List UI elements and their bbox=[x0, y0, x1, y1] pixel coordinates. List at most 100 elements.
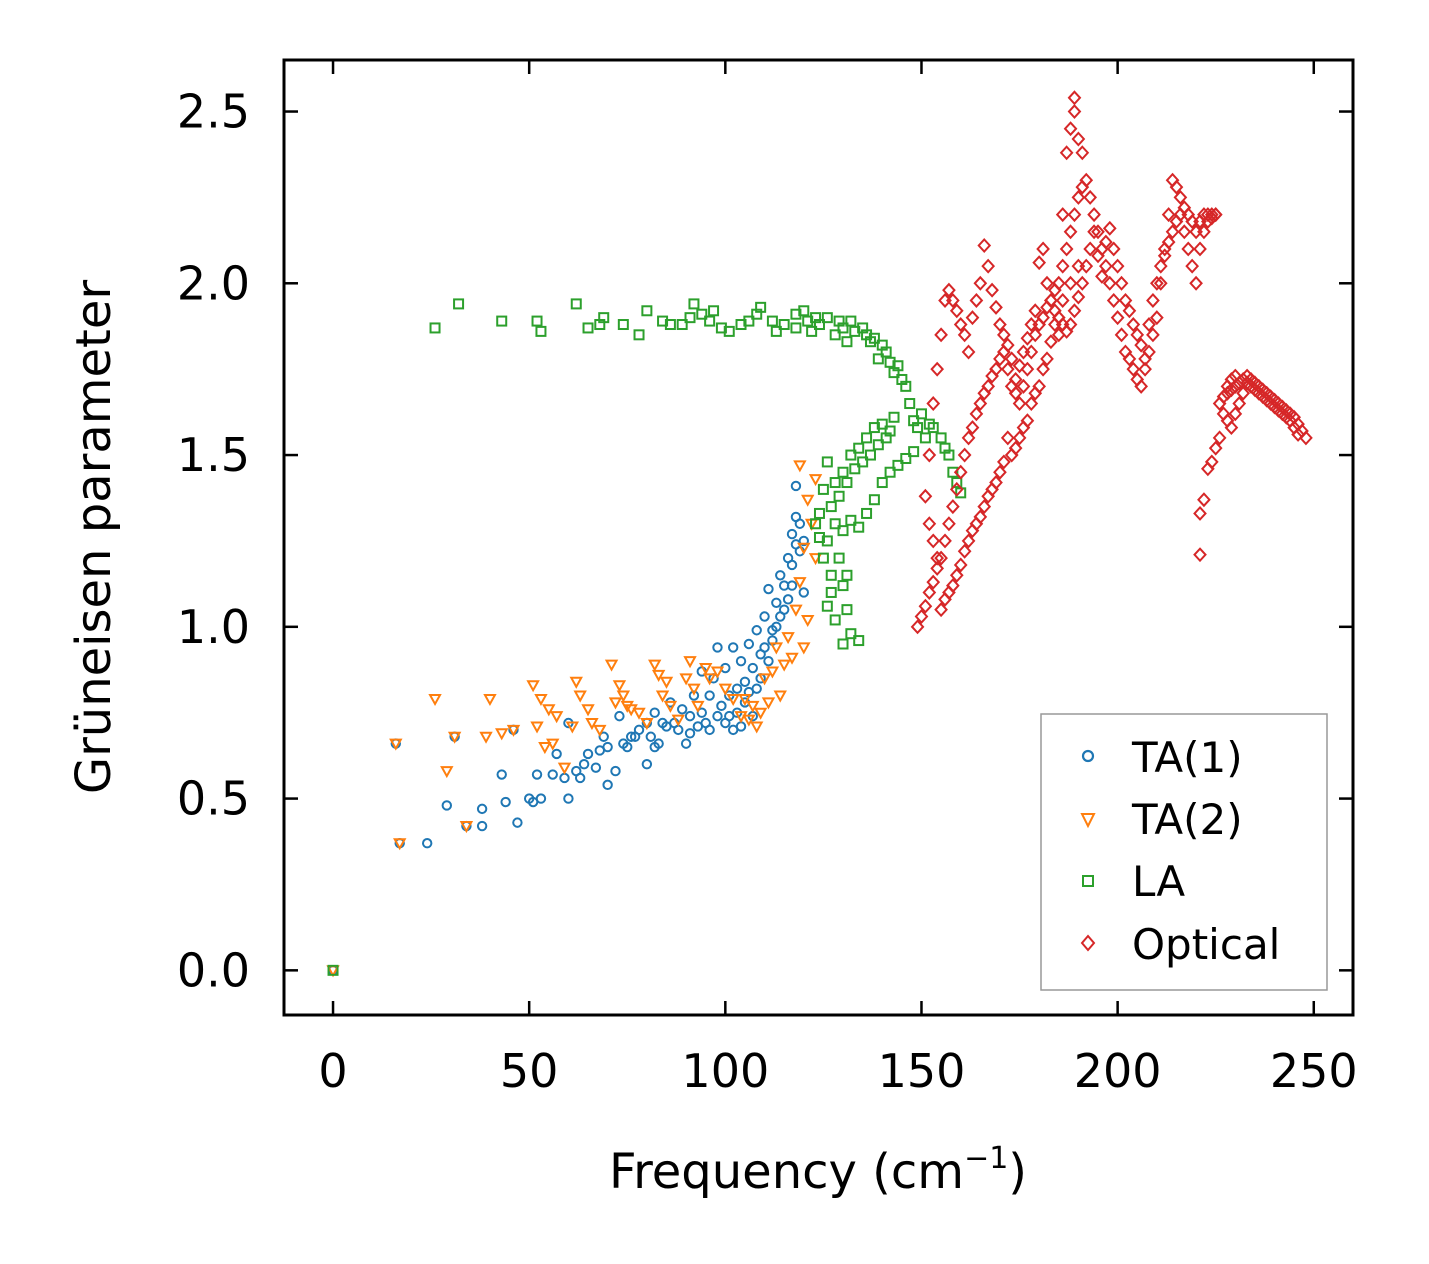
data-point bbox=[829, 477, 841, 489]
data-point bbox=[1263, 396, 1278, 412]
x-tick-label: 150 bbox=[878, 1044, 966, 1098]
data-point bbox=[993, 464, 1007, 480]
data-point bbox=[922, 516, 937, 532]
data-point bbox=[1259, 392, 1274, 408]
data-point bbox=[961, 344, 976, 360]
data-point bbox=[1083, 189, 1098, 205]
data-point bbox=[651, 669, 666, 682]
data-point bbox=[861, 432, 873, 444]
data-point bbox=[989, 299, 1003, 315]
data-point bbox=[1008, 385, 1023, 401]
data-point bbox=[680, 738, 692, 749]
data-point bbox=[922, 447, 937, 463]
data-point bbox=[1138, 361, 1152, 377]
data-point bbox=[526, 680, 540, 693]
data-point bbox=[1036, 241, 1050, 257]
data-point bbox=[738, 693, 752, 707]
data-point bbox=[1000, 361, 1015, 377]
data-point bbox=[841, 336, 853, 348]
data-point bbox=[616, 690, 631, 703]
data-point bbox=[1208, 440, 1223, 456]
data-point bbox=[872, 353, 884, 365]
data-point bbox=[610, 765, 621, 777]
data-point bbox=[845, 628, 857, 640]
data-point bbox=[817, 483, 829, 495]
data-point bbox=[1193, 241, 1207, 257]
data-point bbox=[712, 710, 723, 722]
data-point bbox=[578, 759, 590, 770]
data-point bbox=[1255, 389, 1270, 405]
legend-marker-ta1 bbox=[1081, 749, 1095, 763]
data-point bbox=[1197, 492, 1211, 508]
data-point bbox=[884, 466, 896, 478]
data-point bbox=[969, 292, 984, 308]
data-point bbox=[500, 796, 511, 808]
data-point bbox=[778, 319, 790, 331]
data-point bbox=[1138, 351, 1152, 367]
data-point bbox=[723, 325, 735, 337]
data-point bbox=[1028, 385, 1043, 401]
data-point bbox=[1244, 378, 1258, 394]
data-point bbox=[1279, 409, 1294, 425]
data-point bbox=[957, 543, 972, 559]
data-point bbox=[1099, 258, 1113, 274]
data-point bbox=[837, 638, 849, 650]
data-point bbox=[785, 652, 799, 665]
data-point bbox=[479, 731, 493, 744]
data-point bbox=[845, 315, 857, 327]
data-point bbox=[1106, 241, 1121, 257]
data-point bbox=[1036, 361, 1050, 377]
data-point bbox=[934, 602, 948, 618]
data-point bbox=[604, 659, 619, 672]
data-point bbox=[1099, 234, 1113, 250]
data-point bbox=[793, 460, 807, 473]
data-point bbox=[973, 275, 988, 291]
data-point bbox=[759, 642, 770, 653]
data-point bbox=[961, 430, 976, 446]
data-point bbox=[1024, 396, 1039, 412]
data-point bbox=[684, 728, 696, 739]
data-point bbox=[704, 724, 715, 736]
data-point bbox=[757, 673, 772, 686]
y-tick-label: 0.5 bbox=[177, 772, 250, 826]
data-point bbox=[1016, 344, 1031, 360]
data-point bbox=[821, 456, 833, 468]
data-point bbox=[753, 707, 768, 720]
data-point bbox=[1063, 275, 1078, 291]
data-point bbox=[1028, 327, 1043, 343]
data-point bbox=[1067, 90, 1082, 106]
data-point bbox=[1153, 258, 1168, 274]
data-point bbox=[1193, 505, 1207, 521]
data-point bbox=[1071, 131, 1086, 147]
data-point bbox=[653, 738, 664, 749]
data-point bbox=[1197, 224, 1211, 240]
legend-entry-la: LA bbox=[1082, 857, 1185, 906]
data-point bbox=[946, 292, 960, 308]
y-tick-label: 1.0 bbox=[177, 600, 250, 654]
data-point bbox=[1165, 224, 1180, 240]
data-point bbox=[739, 676, 751, 687]
x-tick-label: 200 bbox=[1074, 1044, 1162, 1098]
data-point bbox=[821, 535, 833, 547]
data-point bbox=[926, 574, 941, 590]
data-point bbox=[763, 583, 774, 595]
data-point bbox=[585, 718, 599, 731]
data-point bbox=[953, 317, 968, 332]
data-point bbox=[1008, 371, 1023, 387]
data-point bbox=[633, 329, 645, 341]
data-point bbox=[1118, 292, 1133, 308]
data-point bbox=[1228, 368, 1243, 384]
data-point bbox=[926, 533, 941, 549]
data-point bbox=[837, 525, 849, 537]
data-point bbox=[735, 319, 747, 331]
data-point bbox=[559, 772, 570, 784]
data-point bbox=[641, 305, 653, 317]
data-point bbox=[1040, 275, 1054, 291]
data-point bbox=[1134, 337, 1149, 353]
data-point bbox=[1267, 399, 1282, 415]
data-point bbox=[801, 494, 815, 507]
data-point bbox=[771, 621, 782, 633]
data-point bbox=[993, 317, 1007, 332]
data-point bbox=[535, 325, 547, 337]
data-point bbox=[549, 711, 564, 724]
